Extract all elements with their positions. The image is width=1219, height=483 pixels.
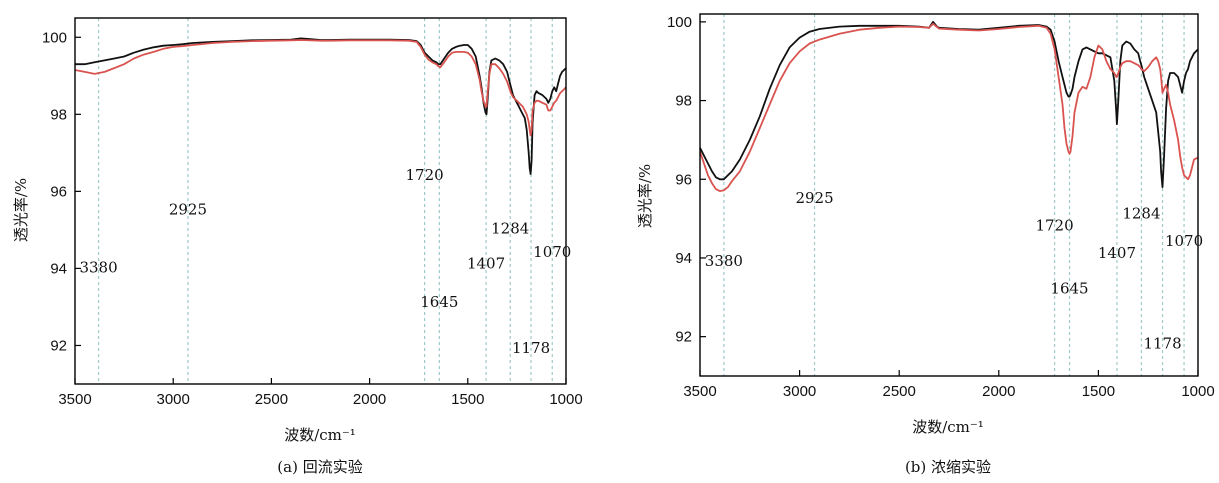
peak-label-1720: 1720 [405,166,443,184]
panel-a-caption: (a) 回流实验 [277,458,362,476]
x-tick-label: 3500 [58,391,91,408]
panel-b-x-axis-label: 波数/cm⁻¹ [912,418,984,436]
panel-b-y-ticks: 92 94 96 98 100 [667,14,706,346]
peak-label-2925: 2925 [169,200,207,218]
x-tick-label: 1000 [1181,383,1214,400]
x-tick-label: 1500 [451,391,484,408]
y-tick-label: 96 [675,171,692,188]
y-tick-label: 94 [675,250,692,267]
x-tick-label: 3500 [683,383,716,400]
peak-label-1407: 1407 [467,254,505,272]
panel-b: 3500 3000 2500 2000 1500 1000 92 94 96 98 100 338… [636,13,1215,476]
peak-label-1407: 1407 [1098,244,1136,262]
x-tick-label: 2500 [883,383,916,400]
series-line-1 [75,37,567,175]
panel-a-series [74,37,567,175]
panel-b-series [699,21,1199,192]
x-tick-label: 3000 [783,383,816,400]
y-tick-label: 92 [675,329,692,346]
x-tick-label: 3000 [157,391,190,408]
panel-b-x-ticks: 3500 3000 2500 2000 1500 1000 [683,370,1215,400]
y-tick-label: 96 [50,183,67,200]
series-line-2 [74,39,567,137]
y-tick-label: 94 [50,260,67,277]
series-line-1 [699,21,1199,188]
x-tick-label: 2500 [255,391,288,408]
peak-label-3380: 3380 [79,258,117,276]
y-tick-label: 100 [667,14,692,31]
peak-label-2925: 2925 [795,189,833,207]
panel-a-y-axis-label: 透光率/% [12,178,30,242]
panel-a-x-axis-label: 波数/cm⁻¹ [284,426,356,444]
panel-a-y-ticks: 92 94 96 98 100 [42,29,81,354]
panel-b-plot-frame [699,13,1199,377]
peak-label-1070: 1070 [533,243,571,261]
panel-a-annotations: 3380 2925 1720 1645 1407 1284 1178 1070 [79,166,571,357]
peak-label-1178: 1178 [512,339,550,357]
y-tick-label: 98 [675,93,692,110]
peak-label-1178: 1178 [1143,334,1181,352]
y-tick-label: 98 [50,106,67,123]
panel-a-x-ticks: 3500 3000 2500 2000 1500 1000 [58,378,583,408]
panel-b-annotations: 3380 2925 1720 1645 1407 1284 1178 1070 [705,189,1203,353]
peak-label-3380: 3380 [705,252,743,270]
x-tick-label: 1000 [549,391,582,408]
panel-b-caption: (b) 浓缩实验 [905,458,991,476]
panel-a-plot-frame [74,17,567,385]
y-tick-label: 100 [42,29,67,46]
x-tick-label: 2000 [982,383,1015,400]
panel-b-y-axis-label: 透光率/% [636,164,654,228]
peak-label-1720: 1720 [1035,216,1073,234]
peak-label-1645: 1645 [1050,279,1088,297]
peak-label-1284: 1284 [1122,205,1160,223]
panel-a: 3500 3000 2500 2000 1500 1000 92 94 96 98 100 338… [12,17,583,476]
peak-label-1645: 1645 [420,293,458,311]
series-line-2 [699,22,1199,192]
x-tick-label: 2000 [353,391,386,408]
peak-label-1070: 1070 [1165,232,1203,250]
x-tick-label: 1500 [1082,383,1115,400]
peak-label-1284: 1284 [491,220,529,238]
y-tick-label: 92 [50,337,67,354]
panel-b-reference-lines [723,14,1185,376]
panel-a-reference-lines [97,18,553,384]
